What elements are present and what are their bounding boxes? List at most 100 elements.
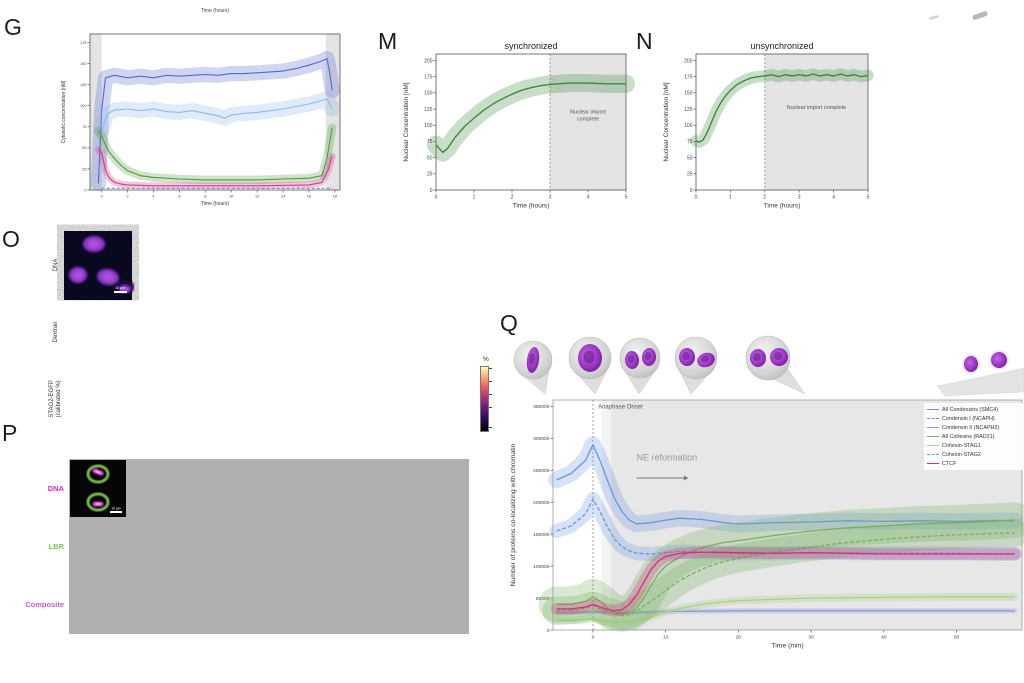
cell-shape — [101, 272, 115, 282]
series-line — [556, 519, 1015, 615]
series-line — [695, 73, 869, 143]
legend-entry: Cohesin-STAG2 — [927, 450, 1024, 459]
chart-text: 10 µm — [115, 286, 125, 290]
chart-text: 8 — [204, 194, 206, 198]
panel-label-O: O — [2, 226, 20, 252]
cell-shape — [773, 351, 783, 361]
series-band — [94, 91, 340, 139]
panel-g-cytosolic-concentration-chart: 0 2 4 6 8 10 12 14 16 18 0 25 50 75 100 125 150 175 Time (… — [61, 8, 341, 207]
plot-frame — [695, 53, 869, 191]
cell-shape — [87, 239, 101, 249]
cell-shape — [583, 350, 595, 364]
chart-text: 3 — [798, 195, 801, 201]
chart-text: 12 — [255, 194, 259, 198]
chart-text: 1 — [473, 195, 476, 201]
cell-shape — [991, 352, 1007, 368]
cell-shape — [753, 352, 761, 362]
chart-text: 4 — [832, 195, 835, 201]
shaded-region — [90, 34, 102, 190]
scale-bar — [110, 511, 122, 513]
chart-text: 40 — [881, 634, 887, 640]
series-line — [556, 610, 1015, 614]
chart-text: 100 — [684, 123, 693, 129]
chart-text: 16 — [307, 194, 311, 198]
chart-text: 50 — [427, 155, 433, 161]
panel-p-row-label-composite: Composite — [25, 600, 64, 609]
stray-mark — [971, 10, 989, 21]
cell-sphere — [674, 336, 718, 380]
chart-text: 75 — [82, 125, 86, 129]
chart-text: 75 — [687, 139, 693, 145]
chart-text: 250000 — [533, 468, 550, 474]
series-line — [101, 98, 333, 132]
micrograph-tile-o: 10 µm — [64, 231, 133, 300]
series-line — [556, 551, 1015, 612]
chart-text: 18 — [333, 194, 337, 198]
series-line — [97, 127, 333, 181]
chart-text: 10 — [229, 194, 233, 198]
cell-shape — [73, 270, 83, 280]
micrograph-tile-p: 10 µm — [70, 460, 126, 517]
chart-text: 5 — [867, 195, 870, 201]
chart-text: 20 — [736, 634, 742, 640]
chart-text: Time (hours) — [201, 201, 229, 207]
legend-entry: Condensin I (NCAPH) — [927, 414, 1024, 423]
shaded-region — [601, 400, 612, 630]
chart-text: 25 — [427, 172, 433, 178]
series-line — [556, 532, 1015, 617]
chart-text: 0 — [690, 188, 693, 194]
chart-text: 0 — [592, 634, 595, 640]
chart-text: unsynchronized — [750, 41, 813, 51]
panel-o-row-label-dextran: Dextran — [53, 321, 59, 343]
plot-frame — [435, 53, 627, 191]
panel-o-row-label-dna: DNA — [53, 258, 59, 272]
chart-text: Anaphase Onset — [598, 404, 643, 410]
chart-text: 100 — [424, 123, 433, 129]
panel-q-chromatin-thumbnails — [513, 335, 1024, 397]
chart-text: 0 — [547, 628, 550, 634]
chart-text: 14 — [281, 194, 285, 198]
chart-text: 0 — [84, 188, 86, 192]
chart-text: 10 — [663, 634, 669, 640]
callout-platform — [936, 367, 1024, 397]
shaded-region — [764, 54, 868, 190]
chart-text: 0 — [430, 188, 433, 194]
cell-shape — [682, 351, 690, 361]
arrow-head — [683, 475, 689, 481]
chart-text: 350000 — [533, 404, 550, 410]
chart-text: Time (hours) — [201, 8, 229, 14]
chart-text: 25 — [687, 172, 693, 178]
panel-label-P: P — [2, 420, 18, 446]
chart-text: 125 — [424, 107, 433, 113]
cell-sphere — [745, 335, 791, 381]
chart-text: Nuclear Concentration [nM] — [663, 82, 670, 161]
chart-text: 125 — [684, 107, 693, 113]
panel-o-micrograph-grid: -2 min+4 min+20 min+40 min+80 min+120 mi… — [64, 231, 477, 434]
legend-swatch — [927, 454, 939, 455]
legend-label: Condensin I (NCAPH) — [942, 415, 995, 422]
chart-text: 50 — [954, 634, 960, 640]
panel-label-Q: Q — [500, 310, 518, 336]
panel-o-row-label-stag2: STAG2-EGFP (calibrated %) — [49, 380, 62, 418]
legend-label: Condensin II (NCAPH2) — [942, 424, 1000, 431]
chromatin-shape — [94, 469, 102, 475]
chart-text: Number of proteins co-localizing with ch… — [510, 443, 517, 586]
panel-p-row-label-lbr: LBR — [48, 542, 64, 551]
stray-mark — [928, 14, 940, 21]
chart-text: Nuclear import — [570, 110, 606, 116]
cell-shape — [121, 286, 129, 292]
plot-frame — [552, 399, 1023, 631]
cell-shape — [964, 356, 978, 372]
plot-frame — [89, 33, 341, 191]
cell-shape — [627, 354, 635, 364]
legend-entry: CTCF — [927, 459, 1024, 468]
series-line — [556, 596, 1015, 623]
chart-text: 50 — [687, 155, 693, 161]
legend-swatch — [927, 436, 939, 437]
panel-label-N: N — [636, 28, 653, 54]
nuclear-envelope-ring — [86, 492, 110, 512]
chart-text: complete — [577, 117, 599, 123]
fire-colorbar — [480, 366, 489, 432]
